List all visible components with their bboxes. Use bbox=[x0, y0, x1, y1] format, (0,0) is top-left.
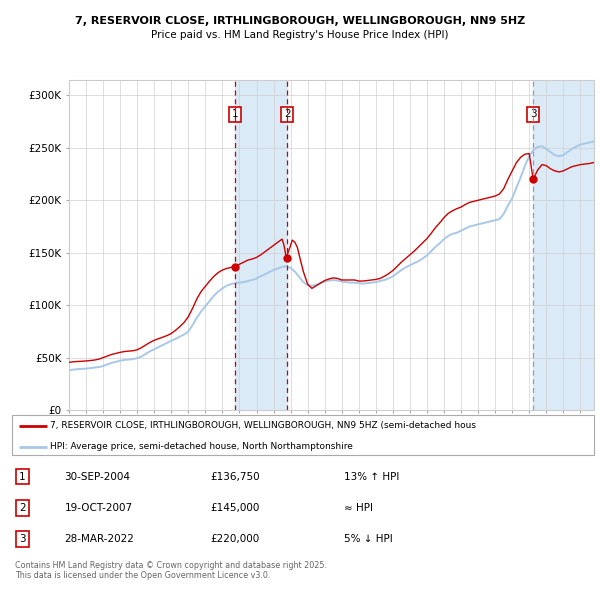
Text: 1: 1 bbox=[232, 109, 239, 119]
Text: 2: 2 bbox=[19, 503, 26, 513]
Text: 3: 3 bbox=[19, 534, 26, 544]
Text: 30-SEP-2004: 30-SEP-2004 bbox=[64, 471, 130, 481]
Text: Price paid vs. HM Land Registry's House Price Index (HPI): Price paid vs. HM Land Registry's House … bbox=[151, 30, 449, 40]
Text: Contains HM Land Registry data © Crown copyright and database right 2025.: Contains HM Land Registry data © Crown c… bbox=[15, 560, 327, 569]
Text: 7, RESERVOIR CLOSE, IRTHLINGBOROUGH, WELLINGBOROUGH, NN9 5HZ: 7, RESERVOIR CLOSE, IRTHLINGBOROUGH, WEL… bbox=[75, 16, 525, 26]
Text: 28-MAR-2022: 28-MAR-2022 bbox=[64, 534, 134, 544]
Text: 2: 2 bbox=[284, 109, 290, 119]
Text: 7, RESERVOIR CLOSE, IRTHLINGBOROUGH, WELLINGBOROUGH, NN9 5HZ (semi-detached hous: 7, RESERVOIR CLOSE, IRTHLINGBOROUGH, WEL… bbox=[50, 421, 476, 430]
Text: HPI: Average price, semi-detached house, North Northamptonshire: HPI: Average price, semi-detached house,… bbox=[50, 442, 353, 451]
Text: £220,000: £220,000 bbox=[210, 534, 259, 544]
Text: This data is licensed under the Open Government Licence v3.0.: This data is licensed under the Open Gov… bbox=[15, 571, 271, 579]
Text: 5% ↓ HPI: 5% ↓ HPI bbox=[344, 534, 392, 544]
Text: 3: 3 bbox=[530, 109, 536, 119]
Text: 19-OCT-2007: 19-OCT-2007 bbox=[64, 503, 133, 513]
Text: ≈ HPI: ≈ HPI bbox=[344, 503, 373, 513]
Bar bbox=[235, 80, 287, 410]
Text: £145,000: £145,000 bbox=[210, 503, 259, 513]
FancyBboxPatch shape bbox=[12, 415, 594, 455]
Text: £136,750: £136,750 bbox=[210, 471, 260, 481]
Text: 1: 1 bbox=[19, 471, 26, 481]
Text: 13% ↑ HPI: 13% ↑ HPI bbox=[344, 471, 399, 481]
Bar bbox=[533, 80, 594, 410]
